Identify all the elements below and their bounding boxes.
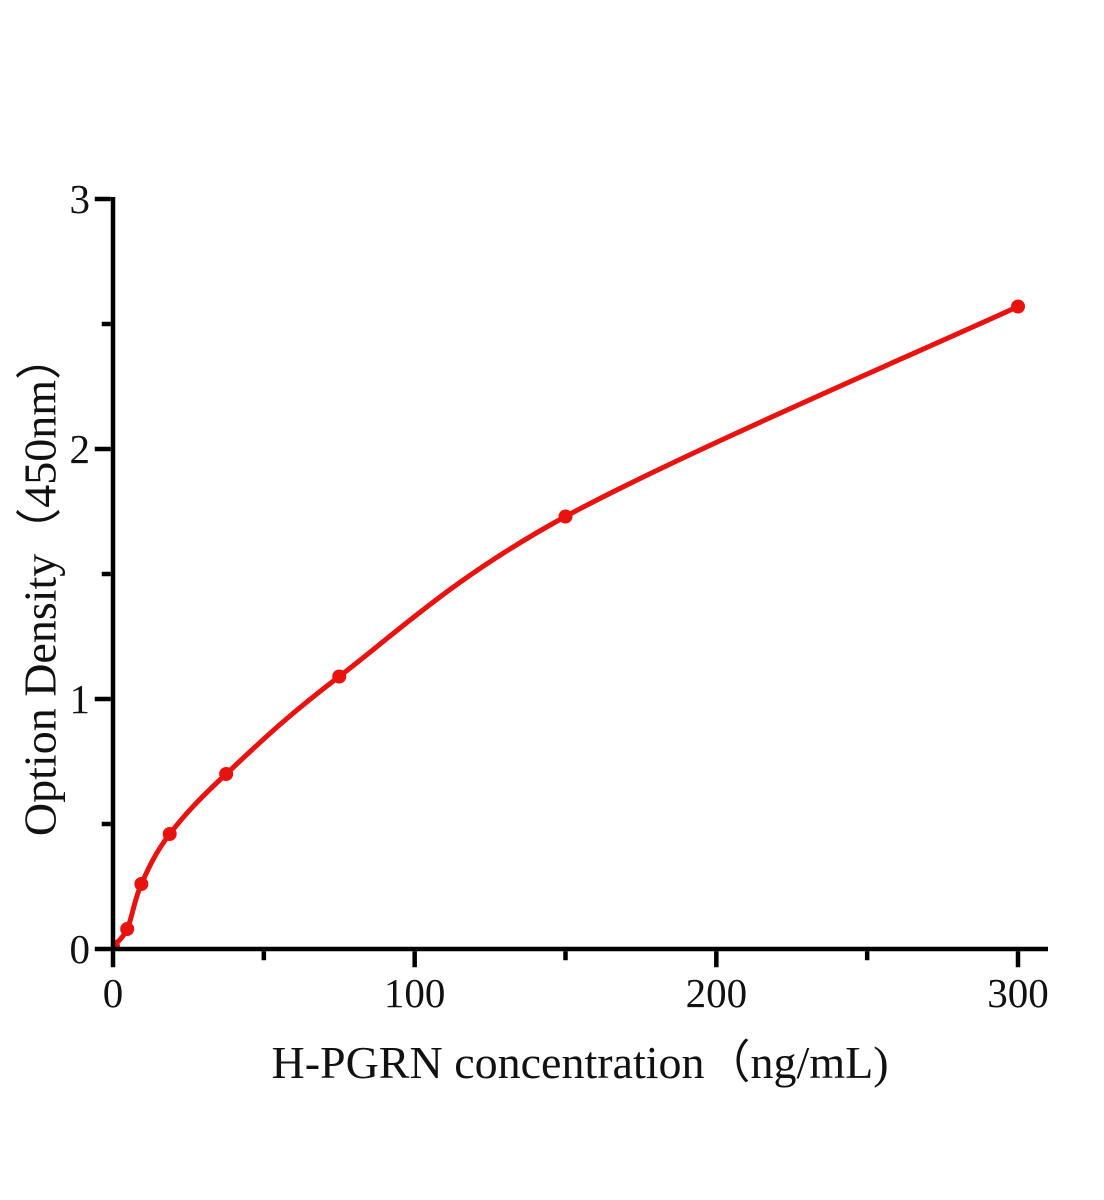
x-tick-label: 100 bbox=[384, 970, 446, 1016]
data-point bbox=[558, 509, 573, 524]
y-tick-label: 2 bbox=[70, 426, 91, 472]
tick-label-layer: 0 100 200 300 0 1 2 3 bbox=[70, 176, 1049, 1016]
fit-curve bbox=[113, 304, 1020, 949]
x-axis-title: H-PGRN concentration（ng/mL) bbox=[271, 1037, 888, 1088]
y-tick-label: 3 bbox=[70, 176, 91, 222]
curve-layer bbox=[113, 299, 1025, 951]
data-point bbox=[1011, 299, 1025, 314]
data-point bbox=[332, 669, 347, 684]
data-point bbox=[162, 827, 177, 841]
data-point bbox=[219, 767, 234, 781]
y-axis-title: Option Density（450nm） bbox=[15, 334, 66, 836]
axes-layer bbox=[94, 196, 1048, 968]
y-tick-label: 1 bbox=[70, 676, 91, 722]
data-point bbox=[134, 877, 149, 891]
x-tick-label: 0 bbox=[103, 970, 124, 1016]
y-tick-label: 0 bbox=[70, 926, 91, 972]
x-tick-label: 300 bbox=[987, 970, 1049, 1016]
data-point bbox=[120, 922, 135, 936]
x-tick-label: 200 bbox=[686, 970, 748, 1016]
